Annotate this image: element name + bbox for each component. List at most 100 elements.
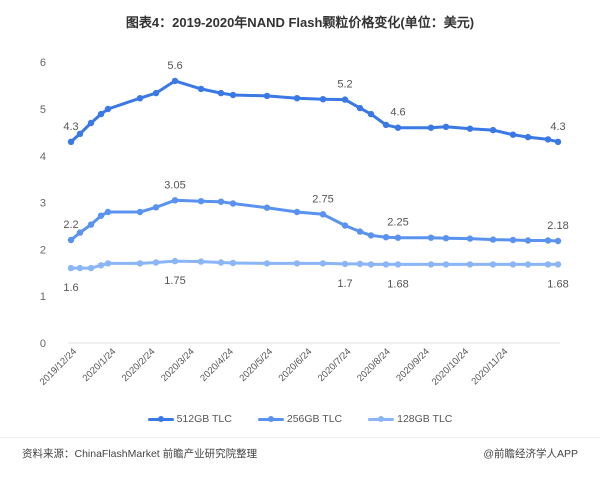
series-lines	[67, 77, 562, 272]
legend-item-512gb[interactable]: 512GB TLC	[147, 413, 232, 425]
data-point-marker	[97, 110, 105, 118]
data-labels: 4.3 5.6 5.2 4.6 4.3 2.2 3.05 2.75 2.25 2.18 1.6 1.7…	[63, 60, 568, 294]
data-point-marker	[341, 260, 349, 268]
data-point-marker	[509, 261, 517, 268]
data-label: 1.68	[387, 278, 408, 290]
data-point-marker	[293, 95, 301, 102]
data-point-marker	[97, 262, 105, 269]
data-point-marker	[554, 138, 562, 145]
data-point-marker	[197, 258, 205, 265]
data-point-marker	[394, 234, 402, 241]
data-point-marker	[367, 110, 375, 118]
data-label: 3.05	[164, 179, 185, 191]
x-tick-label: 2020/3/24	[159, 346, 197, 384]
data-point-marker	[509, 236, 517, 244]
data-point-marker	[104, 260, 112, 267]
legend-label: 128GB TLC	[397, 413, 453, 425]
data-label: 1.7	[337, 278, 352, 290]
data-point-marker	[356, 260, 364, 268]
data-label: 2.18	[547, 220, 568, 232]
x-tick-label: 2020/1/24	[81, 346, 119, 384]
data-point-marker	[76, 229, 84, 236]
data-label: 4.3	[63, 121, 78, 133]
data-point-marker	[136, 208, 144, 216]
data-point-marker	[87, 119, 95, 127]
data-point-marker	[356, 104, 364, 112]
footer-divider	[0, 437, 600, 438]
series-line	[70, 198, 559, 243]
data-point-marker	[293, 260, 301, 267]
data-point-marker	[152, 259, 160, 266]
data-point-marker	[152, 89, 160, 97]
data-point-marker	[76, 130, 84, 137]
data-point-marker	[293, 208, 301, 216]
data-point-marker	[217, 259, 225, 266]
data-point-marker	[171, 197, 179, 204]
data-point-marker	[67, 138, 75, 145]
data-point-marker	[356, 228, 364, 235]
x-tick-label: 2020/7/24	[316, 346, 354, 384]
data-label: 1.68	[547, 278, 568, 290]
legend-line-marker-icon	[368, 415, 395, 423]
data-point-marker	[442, 261, 450, 268]
legend: 512GB TLC 256GB TLC 128GB TLC	[0, 413, 600, 425]
data-point-marker	[489, 261, 497, 268]
data-point-marker	[136, 260, 144, 267]
data-point-marker	[229, 91, 237, 99]
data-point-marker	[367, 261, 375, 268]
x-axis: 2019/12/24 2020/1/24 2020/2/24 2020/3/24 202…	[38, 346, 511, 387]
x-tick-label: 2020/5/24	[237, 346, 275, 384]
data-point-marker	[524, 237, 532, 244]
data-label: 5.2	[337, 79, 352, 91]
data-label: 1.75	[164, 275, 185, 287]
y-tick-label: 2	[40, 244, 46, 256]
legend-line-marker-icon	[257, 415, 284, 423]
data-point-marker	[97, 212, 105, 219]
data-point-marker	[466, 125, 474, 132]
x-tick-label: 2020/4/24	[198, 346, 236, 384]
y-axis: 0 1 2 3 4 5 6	[40, 57, 46, 350]
data-label: 2.75	[312, 193, 333, 205]
source-note: 资料来源：ChinaFlashMarket 前瞻产业研究院整理	[22, 448, 258, 460]
y-tick-label: 5	[40, 104, 46, 116]
data-point-marker	[171, 77, 179, 85]
data-point-marker	[544, 237, 552, 244]
data-point-marker	[382, 121, 390, 129]
data-point-marker	[104, 208, 112, 216]
credit-note: @前瞻经济学人APP	[483, 448, 578, 460]
data-point-marker	[427, 234, 435, 241]
data-point-marker	[87, 221, 95, 228]
data-point-marker	[524, 261, 532, 268]
data-label: 2.2	[63, 219, 78, 231]
series-line	[71, 259, 558, 270]
chart-title: 图表4：2019-2020年NAND Flash颗粒价格变化(单位：美元)	[125, 15, 475, 30]
data-point-marker	[341, 96, 349, 103]
data-point-marker	[524, 133, 532, 141]
data-point-marker	[319, 96, 327, 103]
legend-line-marker-icon	[147, 415, 174, 423]
data-point-marker	[319, 260, 327, 267]
data-point-marker	[263, 92, 271, 100]
legend-label: 256GB TLC	[286, 413, 343, 425]
data-point-marker	[341, 222, 349, 229]
y-tick-label: 3	[40, 198, 46, 210]
data-point-marker	[544, 136, 552, 143]
data-point-marker	[263, 204, 271, 211]
data-point-marker	[554, 237, 562, 245]
x-tick-label: 2020/9/24	[394, 346, 432, 384]
data-point-marker	[489, 126, 497, 134]
data-point-marker	[197, 85, 205, 93]
legend-item-128gb[interactable]: 128GB TLC	[368, 413, 452, 425]
data-label: 4.3	[550, 121, 565, 133]
data-point-marker	[427, 124, 435, 131]
x-tick-label: 2020/10/24	[430, 346, 471, 387]
data-point-marker	[509, 131, 517, 138]
data-point-marker	[489, 236, 497, 243]
data-point-marker	[442, 235, 450, 242]
legend-item-256gb[interactable]: 256GB TLC	[257, 413, 343, 425]
data-point-marker	[466, 235, 474, 242]
series-line	[70, 79, 559, 144]
x-tick-label: 2020/2/24	[120, 346, 158, 384]
data-point-marker	[466, 261, 474, 268]
